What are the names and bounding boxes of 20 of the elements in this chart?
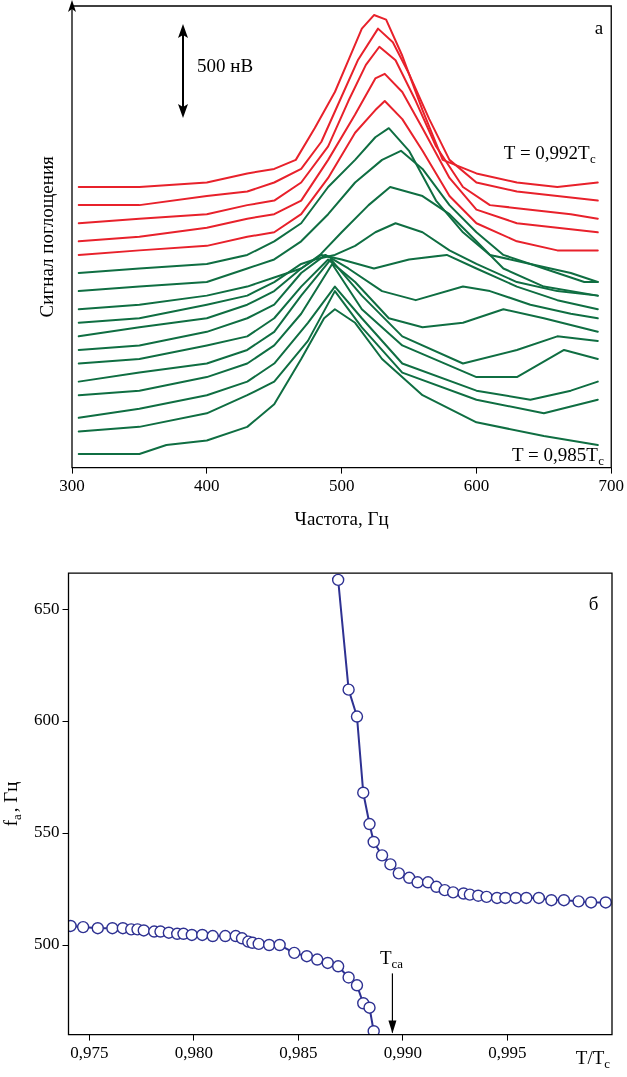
x-tick-label: 0,995 [488, 1043, 527, 1063]
x-tick-label: 500 [328, 476, 355, 496]
y-tick-label: 500 [34, 934, 60, 954]
x-tick-label: 0,980 [174, 1043, 214, 1063]
annotation: 500 нВ [197, 55, 254, 77]
annotation: а [594, 17, 604, 39]
x-axis-title: Частота, Гц [294, 507, 389, 529]
x-tick-label: 0,985 [279, 1043, 318, 1063]
x-tick-label: 0,975 [70, 1043, 109, 1063]
annotation: б [588, 593, 599, 615]
y-tick-label: 600 [34, 710, 60, 730]
y-axis-title: fa, Гц [0, 781, 25, 827]
x-tick-label: 0,990 [383, 1043, 423, 1063]
x-tick-label: 700 [598, 476, 624, 496]
y-tick-label: 650 [34, 598, 60, 618]
x-tick-label: 400 [194, 476, 220, 496]
x-tick-label: 600 [463, 476, 490, 496]
x-tick-label: 300 [59, 476, 85, 496]
y-axis-title: Сигнал поглощения [35, 155, 57, 318]
y-tick-label: 550 [34, 822, 60, 842]
